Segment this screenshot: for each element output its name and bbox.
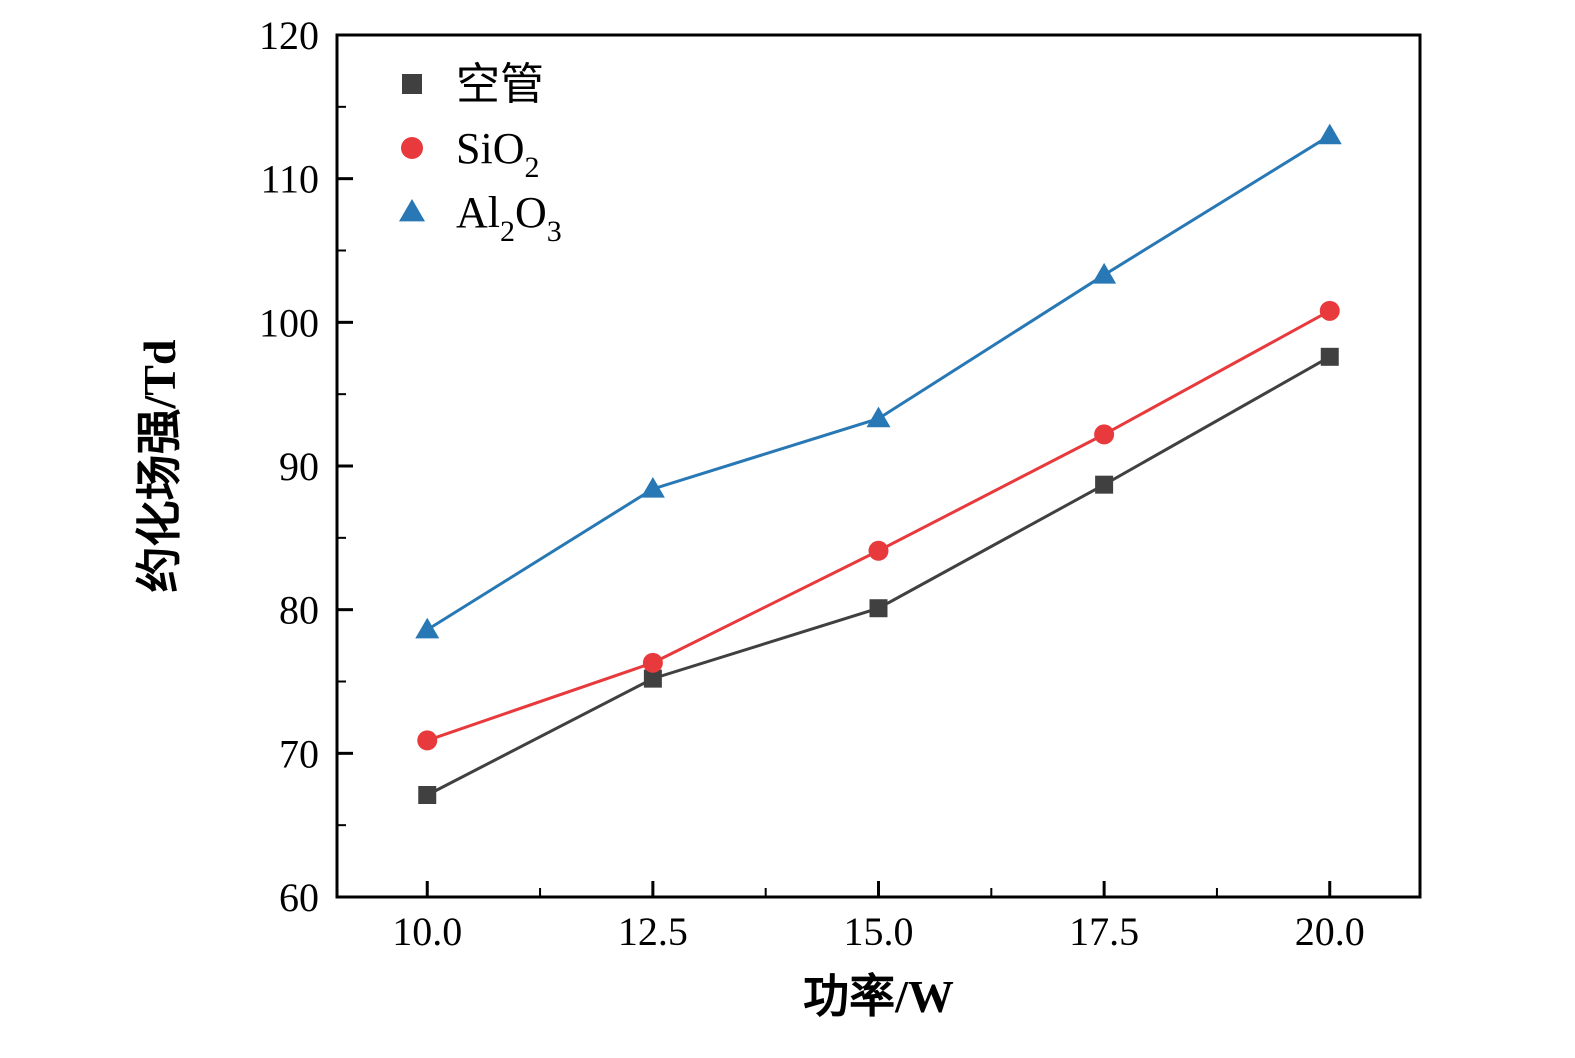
circle-marker <box>1319 300 1340 321</box>
circle-marker <box>1094 424 1115 445</box>
y-axis-label: 约化场强/Td <box>134 339 185 592</box>
series-line <box>426 309 1331 742</box>
triangle-marker <box>1317 123 1342 145</box>
square-marker <box>418 785 437 804</box>
legend-label: Al2O3 <box>456 188 562 248</box>
major-ticks: 10.0 12.5 15.0 17.5 20.0 60 70 80 90 100 110 120 <box>259 13 1365 954</box>
legend-item: Al2O3 <box>399 188 562 248</box>
series-triangle <box>415 123 1342 639</box>
circle-marker <box>401 137 423 159</box>
square-marker <box>869 599 888 618</box>
legend-label: SiO2 <box>456 124 539 184</box>
legend-item: SiO2 <box>401 124 539 184</box>
series-circle <box>417 300 1340 751</box>
y-tick-label: 70 <box>279 731 319 776</box>
y-tick-label: 80 <box>279 588 319 633</box>
square-marker <box>402 74 422 94</box>
x-tick-label: 17.5 <box>1069 909 1139 954</box>
circle-marker <box>642 652 663 673</box>
square-marker <box>643 669 662 688</box>
y-tick-label: 100 <box>259 300 319 345</box>
legend-label: 空管 <box>456 60 544 109</box>
series-square <box>418 347 1339 804</box>
y-tick-label: 120 <box>259 13 319 58</box>
triangle-marker <box>866 406 891 428</box>
x-tick-label: 15.0 <box>844 909 914 954</box>
y-tick-label: 110 <box>260 157 319 202</box>
triangle-marker <box>415 617 440 639</box>
plot-frame <box>335 33 1422 899</box>
x-axis-label: 功率/W <box>803 971 954 1022</box>
triangle-marker <box>399 199 425 222</box>
circle-marker <box>868 540 889 561</box>
y-tick-label: 90 <box>279 444 319 489</box>
series-layer <box>415 123 1342 804</box>
circle-marker <box>417 730 438 751</box>
triangle-marker <box>640 476 665 498</box>
triangle-marker <box>1092 262 1117 284</box>
x-tick-label: 20.0 <box>1295 909 1365 954</box>
square-marker <box>1320 347 1339 366</box>
x-tick-label: 10.0 <box>392 909 462 954</box>
x-tick-label: 12.5 <box>618 909 688 954</box>
y-tick-label: 60 <box>279 875 319 920</box>
square-marker <box>1095 475 1114 494</box>
legend-item: 空管 <box>402 60 544 109</box>
